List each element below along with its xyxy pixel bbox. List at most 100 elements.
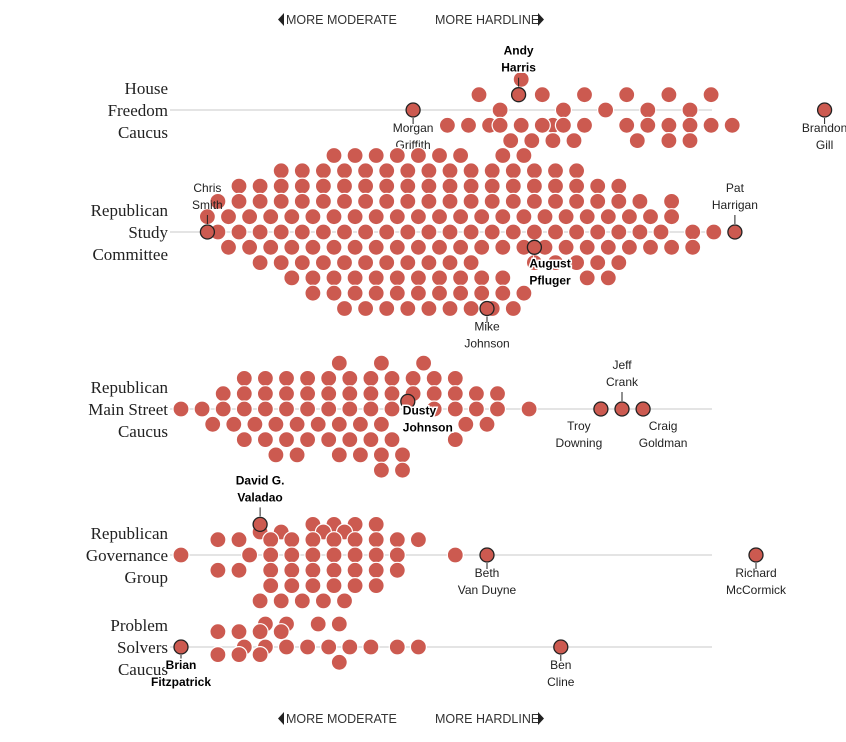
caucus-group: HouseFreedomCaucusAndyHarrisMorganGriffi…	[108, 42, 846, 152]
member-dot	[430, 208, 449, 226]
member-dot	[230, 223, 248, 241]
member-name-line: Chris	[193, 181, 221, 195]
member-dot	[459, 116, 478, 134]
member-dot	[438, 116, 456, 134]
member-dot	[320, 638, 338, 656]
member-dot	[589, 177, 607, 195]
member-dot	[262, 208, 280, 226]
caucus-group: Republican Study Committee Chris Smith Pat Har…	[91, 146, 758, 351]
member-dot	[330, 653, 348, 671]
member-dot	[288, 415, 306, 433]
member-dot	[467, 400, 485, 418]
member-dot	[330, 615, 348, 633]
member-dot	[567, 192, 586, 210]
member-dot	[367, 546, 385, 564]
member-dot	[341, 369, 359, 387]
member-dot	[388, 238, 406, 256]
member-dot	[420, 254, 438, 272]
member-dot	[575, 86, 594, 104]
member-dot	[525, 192, 544, 210]
member-dot	[351, 415, 369, 433]
member-dot	[241, 208, 259, 226]
member-dot	[546, 223, 565, 241]
member-dot	[457, 415, 475, 433]
member-dot	[367, 561, 385, 579]
member-dot	[383, 385, 401, 403]
member-dot	[335, 177, 354, 195]
member-dot	[452, 146, 470, 165]
member-dot	[420, 162, 438, 180]
member-dot	[230, 645, 248, 664]
member-dot	[209, 531, 227, 549]
member-dot	[652, 223, 670, 241]
member-dot	[304, 269, 322, 287]
caucus-name-line: Republican	[91, 378, 169, 397]
member-dot	[393, 461, 412, 479]
member-dot	[325, 576, 343, 595]
member-dot	[520, 400, 538, 418]
member-dot	[415, 354, 433, 372]
member-dot	[488, 400, 507, 418]
member-dot	[425, 400, 443, 418]
member-dot	[272, 592, 290, 610]
member-dot	[293, 177, 311, 195]
member-dot	[256, 400, 274, 418]
member-dot	[399, 299, 417, 318]
member-dot	[219, 208, 238, 226]
member-dot	[404, 369, 422, 387]
member-dot	[293, 162, 311, 180]
member-dot	[483, 223, 501, 241]
member-dot	[209, 645, 227, 664]
member-dot	[293, 192, 311, 210]
member-name-line: David G.	[236, 473, 285, 487]
member-dot	[599, 208, 617, 226]
member-dot	[346, 208, 364, 226]
member-dot	[256, 369, 274, 387]
member-dot	[219, 238, 238, 256]
member-dot	[235, 369, 253, 387]
member-name-line: Ben	[550, 658, 571, 672]
member-dot	[504, 162, 522, 180]
member-dot	[299, 638, 317, 656]
member-dot	[684, 223, 702, 241]
member-dot	[462, 254, 480, 272]
member-dot	[193, 400, 211, 418]
member-dot	[230, 531, 248, 549]
member-dot	[589, 223, 607, 241]
member-dot	[172, 400, 190, 418]
member-dot	[610, 192, 628, 210]
member-dot	[330, 446, 348, 464]
highlighted-member-dot	[526, 239, 543, 255]
member-dot	[357, 223, 375, 241]
more-hardline-label: MORE HARDLINE	[435, 13, 539, 27]
member-dot	[262, 238, 280, 256]
member-dot	[641, 208, 660, 226]
member-dot	[388, 146, 406, 165]
member-dot	[473, 238, 491, 256]
member-dot	[346, 546, 364, 564]
member-dot	[372, 461, 390, 479]
member-dot	[388, 531, 406, 549]
member-dot	[325, 208, 343, 226]
member-dot	[241, 238, 259, 256]
member-dot	[596, 101, 615, 119]
member-dot	[681, 116, 699, 134]
member-dot	[214, 400, 232, 418]
member-dot	[256, 385, 274, 403]
member-dot	[367, 238, 385, 256]
member-dot	[309, 415, 327, 433]
member-dot	[441, 162, 459, 180]
member-dot	[515, 146, 533, 165]
member-dot	[241, 546, 259, 564]
member-dot	[341, 400, 359, 418]
caucus-name-line: Group	[125, 568, 168, 587]
member-dot	[267, 446, 285, 464]
caucus-name-line: Caucus	[118, 123, 168, 142]
member-dot	[346, 561, 364, 579]
member-dot	[357, 254, 375, 272]
member-dot	[251, 592, 269, 610]
member-dot	[272, 623, 290, 641]
member-dot	[314, 162, 332, 180]
member-dot	[235, 431, 253, 449]
